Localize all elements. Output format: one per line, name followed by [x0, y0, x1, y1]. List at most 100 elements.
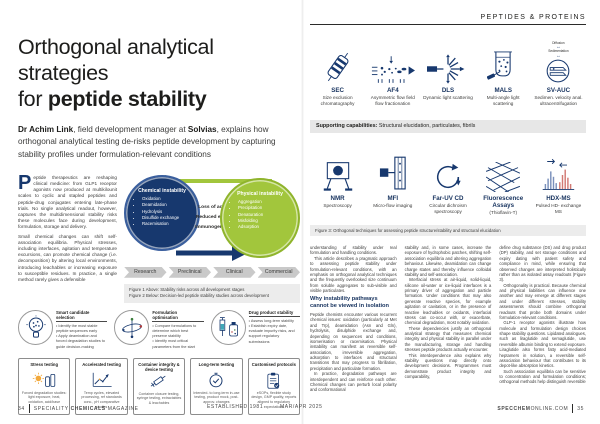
orbit-icon [122, 317, 142, 338]
circular-dichroism-icon [436, 163, 461, 188]
section-header: PEPTIDES & PROTEINS [480, 14, 586, 21]
title-line2-bold: peptide stability [47, 87, 207, 112]
nmr-instrument-icon [323, 162, 352, 191]
supporting-capabilities-bar: Supporting capabilities: Structural eluc… [310, 119, 586, 133]
physical-item: Adsorption [238, 224, 298, 230]
stage-title: Drug product stability [248, 310, 300, 318]
dls-scatter-icon [427, 54, 465, 84]
intro-para2: Small chemical changes can shift self-as… [18, 233, 117, 283]
left-page: Orthogonal analytical strategies for pep… [18, 34, 301, 415]
techniques-row-2: NMR Spectroscopy MFI Micro-flow imaging [310, 144, 586, 216]
technique-dls: DLS Dynamic light scattering [420, 36, 475, 107]
techniques-row-1: SEC Size exclusion chromatography AF4 [310, 36, 586, 107]
body-columns: understanding of stability under real fo… [310, 245, 586, 393]
technique-far-uv-cd: Far-UV CD Circular dichroism spectroscop… [420, 144, 475, 216]
stage-bullet: Identify most critical parameters from t… [152, 339, 203, 349]
chemical-item: Oxidation [142, 196, 198, 202]
impact-label: Reduced efficacy [195, 214, 237, 220]
footer-right: SPECCHEMONLINE.COM 35 [497, 404, 584, 413]
technique-mals: MALS Multi-angle light scattering [476, 36, 531, 107]
line-chart-icon [92, 373, 112, 388]
page-gutter-shadow [301, 0, 304, 424]
technique-fluorescence-assays: Fluorescence Assays (Thioflavin-T) [476, 144, 531, 216]
technique-hdx-ms: HDX-MS Pulsed HD- exchange MS [531, 144, 586, 216]
section-heading: Why instability pathways cannot be viewe… [310, 296, 390, 310]
impact-labels: Loss of activity Reduced efficacy Immuno… [195, 205, 237, 235]
physical-item: Aggregation [238, 199, 298, 205]
test-box-container-integrity: Container integrity & device testing Con… [132, 357, 186, 415]
mass-spectrum-icon [543, 158, 575, 190]
technique-sec: SEC Size exclusion chromatography [310, 36, 365, 107]
physical-instability-circle: Physical instability Aggregation Precipi… [220, 177, 300, 258]
stage-drug-product-stability: Drug product stability Assess long-term … [210, 310, 300, 350]
footer: 34 SPECIALITY CHEMICALS MAGAZINE ESTABLIS… [0, 404, 600, 420]
chemical-circle-title: Chemical instability [138, 187, 186, 194]
test-box-accelerated-testing: Accelerated testing Temp cycles, elevate… [75, 357, 128, 415]
technique-nmr: NMR Spectroscopy [310, 144, 365, 216]
website: SPECCHEM [497, 405, 531, 412]
footer-established: ESTABLISHED 1981 [207, 404, 264, 410]
timeline-stage: Preclinical [169, 267, 212, 278]
title-line2-regular: for [18, 87, 48, 112]
footer-issue-date: MAR/APR 2025 [280, 404, 323, 410]
left-right-arrow-icon: ↔ [556, 44, 561, 50]
chemical-item: Deamidation [142, 202, 198, 208]
physical-item: Misfolding [238, 218, 298, 224]
chemical-item: Disulfide exchange [142, 215, 198, 221]
right-page: PEPTIDES & PROTEINS SEC Size exclusion c… [310, 0, 586, 393]
header-rule [310, 24, 586, 25]
stage-bullet: Identify the most stable peptide sequenc… [56, 324, 107, 334]
svauc-rotor-icon [547, 59, 570, 83]
svauc-sedimentation-label: Sedimentation [548, 48, 569, 53]
test-box-long-term-testing: Long-term testing Intended- to long-term… [190, 357, 243, 415]
stage-bullet: Compare formulations to determine which … [152, 324, 203, 339]
physical-item: Denaturation [238, 212, 298, 218]
figure2-caption: Figure 2 Below: Decision-led peptide sta… [129, 293, 269, 299]
body-column-1: understanding of stability under real fo… [310, 245, 397, 393]
development-timeline: Research Preclinical Clinical Commercial [124, 267, 300, 278]
stage-bullet: Establish expiry date, evaluate impurity… [249, 324, 300, 345]
timeline-stage: Commercial [258, 267, 301, 278]
byline-company: Solvias [187, 124, 217, 134]
svauc-diffusion-label: Diffusion [552, 40, 565, 45]
intro-para1: eptide therapeutics are reshaping clinic… [18, 174, 117, 230]
impact-label: Immunogenic risk [195, 224, 237, 230]
test-box-stress-testing: Stress testing Forced degradation studie… [18, 357, 71, 415]
timeline-stage: Clinical [213, 267, 256, 278]
body-column-3: define drug substance (DS) and drug prod… [499, 245, 587, 385]
technique-svauc: Diffusion ↔ Sedimentation ↔ SV-AUC Sedim… [534, 40, 583, 106]
figure-captions: Figure 1 Above: Stability risks across a… [124, 283, 300, 304]
drop-cap: P [18, 171, 32, 194]
fibril-mesh-icon [486, 161, 521, 192]
chemical-instability-circle: Chemical instability Oxidation Deamidati… [124, 174, 200, 251]
footer-divider [572, 404, 574, 413]
stage-formulation-optimisation: Formulation optimisation Compare formula… [114, 310, 204, 350]
body-column-2: stability and, in some cases, increase t… [404, 245, 492, 379]
sun-vials-icon [33, 373, 56, 388]
chemical-item: Hydrolysis [142, 209, 198, 215]
lightbulb-icon [25, 315, 46, 338]
figure3-caption: Figure 3: Orthogonal techniques for asse… [310, 225, 586, 236]
syringe-vial-icon [219, 316, 239, 336]
chemical-item: Racemisation [142, 221, 198, 227]
stage-bullet: Apply deamination and forced degradation… [56, 334, 107, 349]
article-title: Orthogonal analytical strategies for pep… [18, 34, 300, 113]
sec-column-icon [327, 52, 349, 82]
footer-divider [28, 404, 30, 413]
magazine-name: CHEMICALS [70, 405, 106, 412]
stage-title: Formulation optimisation [152, 310, 204, 323]
impact-label: Loss of activity [198, 204, 234, 210]
footer-left: 34 SPECIALITY CHEMICALS MAGAZINE [18, 404, 139, 413]
physical-item: Precipitation [238, 205, 298, 211]
physical-circle-title: Physical instability [237, 190, 283, 197]
left-right-arrow-icon: ↔ [556, 52, 561, 58]
stage-smart-candidate-selection: Smart candidate selection Identify the m… [18, 310, 108, 350]
mals-beaker-icon [487, 51, 513, 80]
syringe-icon [150, 376, 166, 388]
page-number-left: 34 [18, 405, 25, 412]
technique-mfi: MFI Micro-flow imaging [365, 144, 420, 216]
figure2-diagram: Smart candidate selection Identify the m… [18, 310, 301, 415]
figure1-caption: Figure 1 Above: Stability risks across a… [129, 286, 245, 292]
stage-bullet: Assess long-term stability [249, 319, 300, 324]
